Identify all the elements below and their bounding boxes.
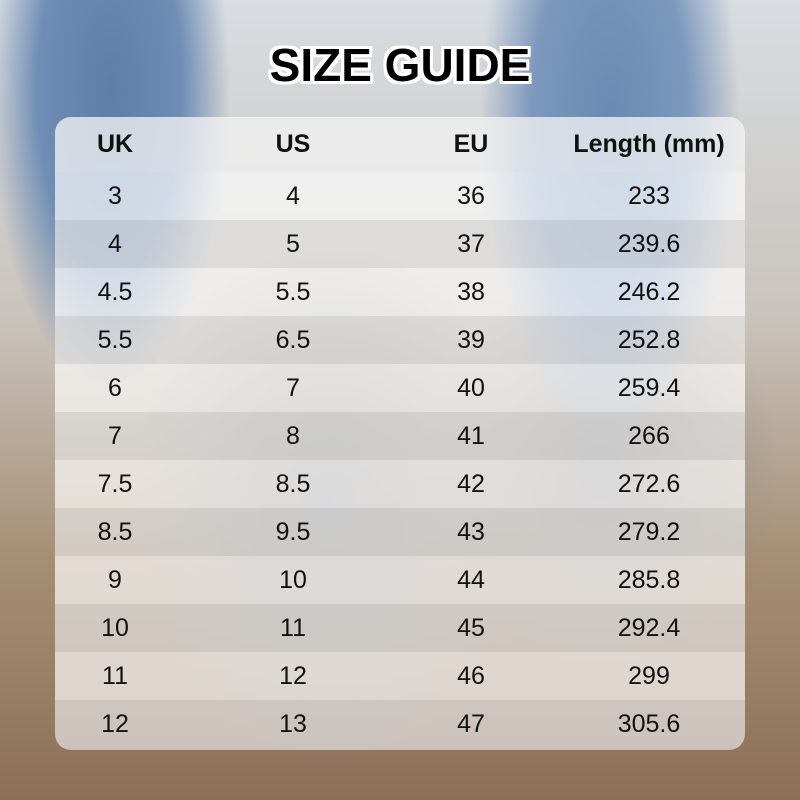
table-row: 9 10 44 285.8 — [55, 556, 745, 604]
table-row: 7 8 41 266 — [55, 412, 745, 460]
page-title: SIZE GUIDE — [269, 39, 531, 91]
cell-eu: 38 — [457, 277, 485, 306]
cell-length: 246.2 — [617, 277, 681, 306]
cell-us: 10 — [279, 565, 307, 594]
header-eu: EU — [453, 130, 489, 158]
cell-us: 8 — [286, 421, 300, 450]
cell-length: 299 — [628, 661, 670, 690]
cell-eu: 44 — [457, 565, 485, 594]
cell-uk: 7 — [108, 421, 122, 450]
cell-us: 4 — [286, 181, 300, 210]
cell-uk: 4 — [108, 229, 122, 258]
cell-us: 13 — [279, 709, 307, 738]
cell-uk: 9 — [108, 565, 122, 594]
cell-eu: 41 — [457, 421, 485, 450]
table-row: 5.5 6.5 39 252.8 — [55, 316, 745, 364]
cell-us: 6.5 — [275, 325, 311, 354]
cell-uk: 8.5 — [97, 517, 133, 546]
cell-eu: 45 — [457, 613, 485, 642]
cell-eu: 46 — [457, 661, 485, 690]
cell-us: 9.5 — [275, 517, 311, 546]
cell-length: 279.2 — [617, 517, 681, 546]
cell-eu: 43 — [457, 517, 485, 546]
cell-length: 292.4 — [617, 613, 681, 642]
table-row: 3 4 36 233 — [55, 172, 745, 220]
cell-uk: 7.5 — [97, 469, 133, 498]
cell-eu: 47 — [457, 709, 485, 738]
cell-uk: 5.5 — [97, 325, 133, 354]
cell-uk: 3 — [108, 181, 122, 210]
cell-uk: 6 — [108, 373, 122, 402]
cell-uk: 12 — [101, 709, 129, 738]
cell-length: 305.6 — [617, 709, 681, 738]
table-row: 6 7 40 259.4 — [55, 364, 745, 412]
cell-uk: 10 — [101, 613, 129, 642]
header-length: Length (mm) — [573, 130, 725, 158]
cell-us: 12 — [279, 661, 307, 690]
cell-us: 5 — [286, 229, 300, 258]
cell-length: 266 — [628, 421, 670, 450]
cell-length: 233 — [628, 181, 670, 210]
table-row: 11 12 46 299 — [55, 652, 745, 700]
header-us: US — [275, 130, 311, 158]
cell-length: 259.4 — [617, 373, 681, 402]
header-uk: UK — [96, 130, 134, 158]
cell-eu: 40 — [457, 373, 485, 402]
table-header-row: UK US EU Length (mm) — [55, 117, 745, 172]
table-row: 4.5 5.5 38 246.2 — [55, 268, 745, 316]
cell-length: 285.8 — [617, 565, 681, 594]
table-row: 8.5 9.5 43 279.2 — [55, 508, 745, 556]
cell-length: 252.8 — [617, 325, 681, 354]
cell-eu: 39 — [457, 325, 485, 354]
cell-us: 8.5 — [275, 469, 311, 498]
cell-uk: 4.5 — [97, 277, 133, 306]
cell-length: 272.6 — [617, 469, 681, 498]
cell-eu: 36 — [457, 181, 485, 210]
cell-us: 5.5 — [275, 277, 311, 306]
table-row: 10 11 45 292.4 — [55, 604, 745, 652]
table-row: 4 5 37 239.6 — [55, 220, 745, 268]
table-row: 7.5 8.5 42 272.6 — [55, 460, 745, 508]
cell-eu: 42 — [457, 469, 485, 498]
size-table: UK US EU Length (mm) 3 4 36 233 4 5 37 239.6 4.5… — [55, 117, 745, 750]
cell-length: 239.6 — [617, 229, 681, 258]
cell-uk: 11 — [102, 661, 128, 690]
cell-us: 11 — [280, 613, 306, 642]
cell-eu: 37 — [457, 229, 485, 258]
table-row: 12 13 47 305.6 — [55, 700, 745, 748]
cell-us: 7 — [286, 373, 300, 402]
